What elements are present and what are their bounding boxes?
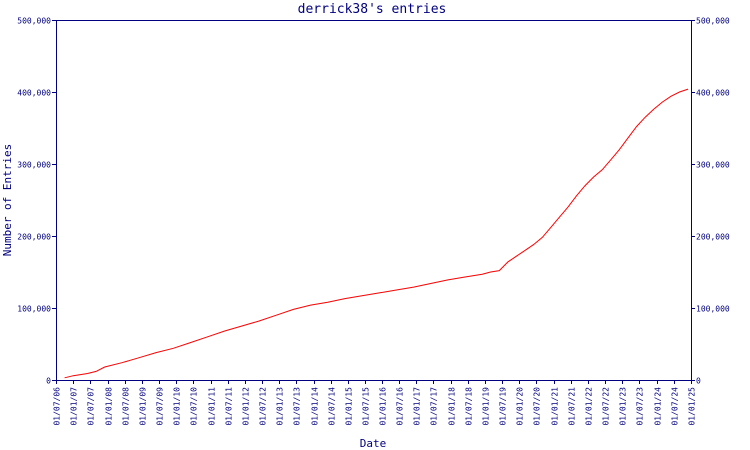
y-tick-label-left: 0 [46, 377, 51, 386]
y-tick-label-left: 400,000 [17, 89, 51, 98]
x-tick-label: 01/01/08 [105, 387, 114, 426]
x-axis-title: Date [360, 437, 387, 450]
x-tick-label: 01/01/25 [688, 387, 697, 426]
x-tick-label: 01/01/13 [276, 387, 285, 426]
y-tick-label-right: 300,000 [696, 161, 730, 170]
x-tick-label: 01/01/11 [208, 387, 217, 426]
y-tick-label-right: 100,000 [696, 305, 730, 314]
x-tick-label: 01/07/18 [465, 387, 474, 426]
x-tick-label: 01/07/14 [328, 387, 337, 426]
x-tick-label: 01/01/19 [482, 387, 491, 426]
x-tick-label: 01/07/06 [53, 387, 62, 426]
x-tick-label: 01/07/19 [499, 387, 508, 426]
y-tick-label-left: 300,000 [17, 161, 51, 170]
y-tick-label-left: 200,000 [17, 233, 51, 242]
x-tick-label: 01/01/18 [448, 387, 457, 426]
x-tick-label: 01/07/10 [190, 387, 199, 426]
x-tick-label: 01/07/07 [87, 387, 96, 426]
x-tick-label: 01/01/16 [379, 387, 388, 426]
x-tick-label: 01/01/12 [242, 387, 251, 426]
x-tick-label: 01/07/22 [602, 387, 611, 426]
x-tick-label: 01/07/08 [122, 387, 131, 426]
y-tick-label-right: 500,000 [696, 17, 730, 26]
x-tick-label: 01/07/11 [225, 387, 234, 426]
x-tick-label: 01/01/15 [345, 387, 354, 426]
y-tick-label-right: 200,000 [696, 233, 730, 242]
x-tick-label: 01/07/16 [396, 387, 405, 426]
y-tick-label-right: 0 [696, 377, 701, 386]
y-tick-label-left: 500,000 [17, 17, 51, 26]
x-tick-label: 01/07/13 [293, 387, 302, 426]
x-tick-label: 01/07/17 [430, 387, 439, 426]
x-tick-label: 01/01/10 [173, 387, 182, 426]
x-tick-label: 01/07/23 [636, 387, 645, 426]
x-tick-label: 01/07/20 [533, 387, 542, 426]
y-axis-title: Number of Entries [1, 144, 14, 257]
x-tick-label: 01/01/22 [585, 387, 594, 426]
x-tick-label: 01/01/09 [139, 387, 148, 426]
y-ticks-left: 0 100,000 200,000 300,000 400,000 500,000 [17, 17, 56, 386]
y-ticks-right: 0 100,000 200,000 300,000 400,000 500,000 [691, 17, 730, 386]
x-tick-label: 01/07/15 [362, 387, 371, 426]
x-ticks: 01/07/06 01/01/07 01/07/07 01/01/08 01/07/08… [53, 380, 697, 426]
x-tick-label: 01/01/14 [311, 387, 320, 426]
x-tick-label: 01/01/20 [516, 387, 525, 426]
x-tick-label: 01/07/09 [156, 387, 165, 426]
plot-area: 0 100,000 200,000 300,000 400,000 500,000 0 10… [17, 17, 730, 426]
y-tick-label-right: 400,000 [696, 89, 730, 98]
y-tick-label-left: 100,000 [17, 305, 51, 314]
x-tick-label: 01/01/24 [654, 387, 663, 426]
x-tick-label: 01/01/07 [70, 387, 79, 426]
x-tick-label: 01/07/24 [671, 387, 680, 426]
x-tick-label: 01/01/17 [413, 387, 422, 426]
x-tick-label: 01/01/21 [551, 387, 560, 426]
x-tick-label: 01/07/21 [568, 387, 577, 426]
x-tick-label: 01/01/23 [619, 387, 628, 426]
chart-title: derrick38's entries [298, 2, 447, 17]
x-tick-label: 01/07/12 [259, 387, 268, 426]
series-line [64, 88, 689, 379]
